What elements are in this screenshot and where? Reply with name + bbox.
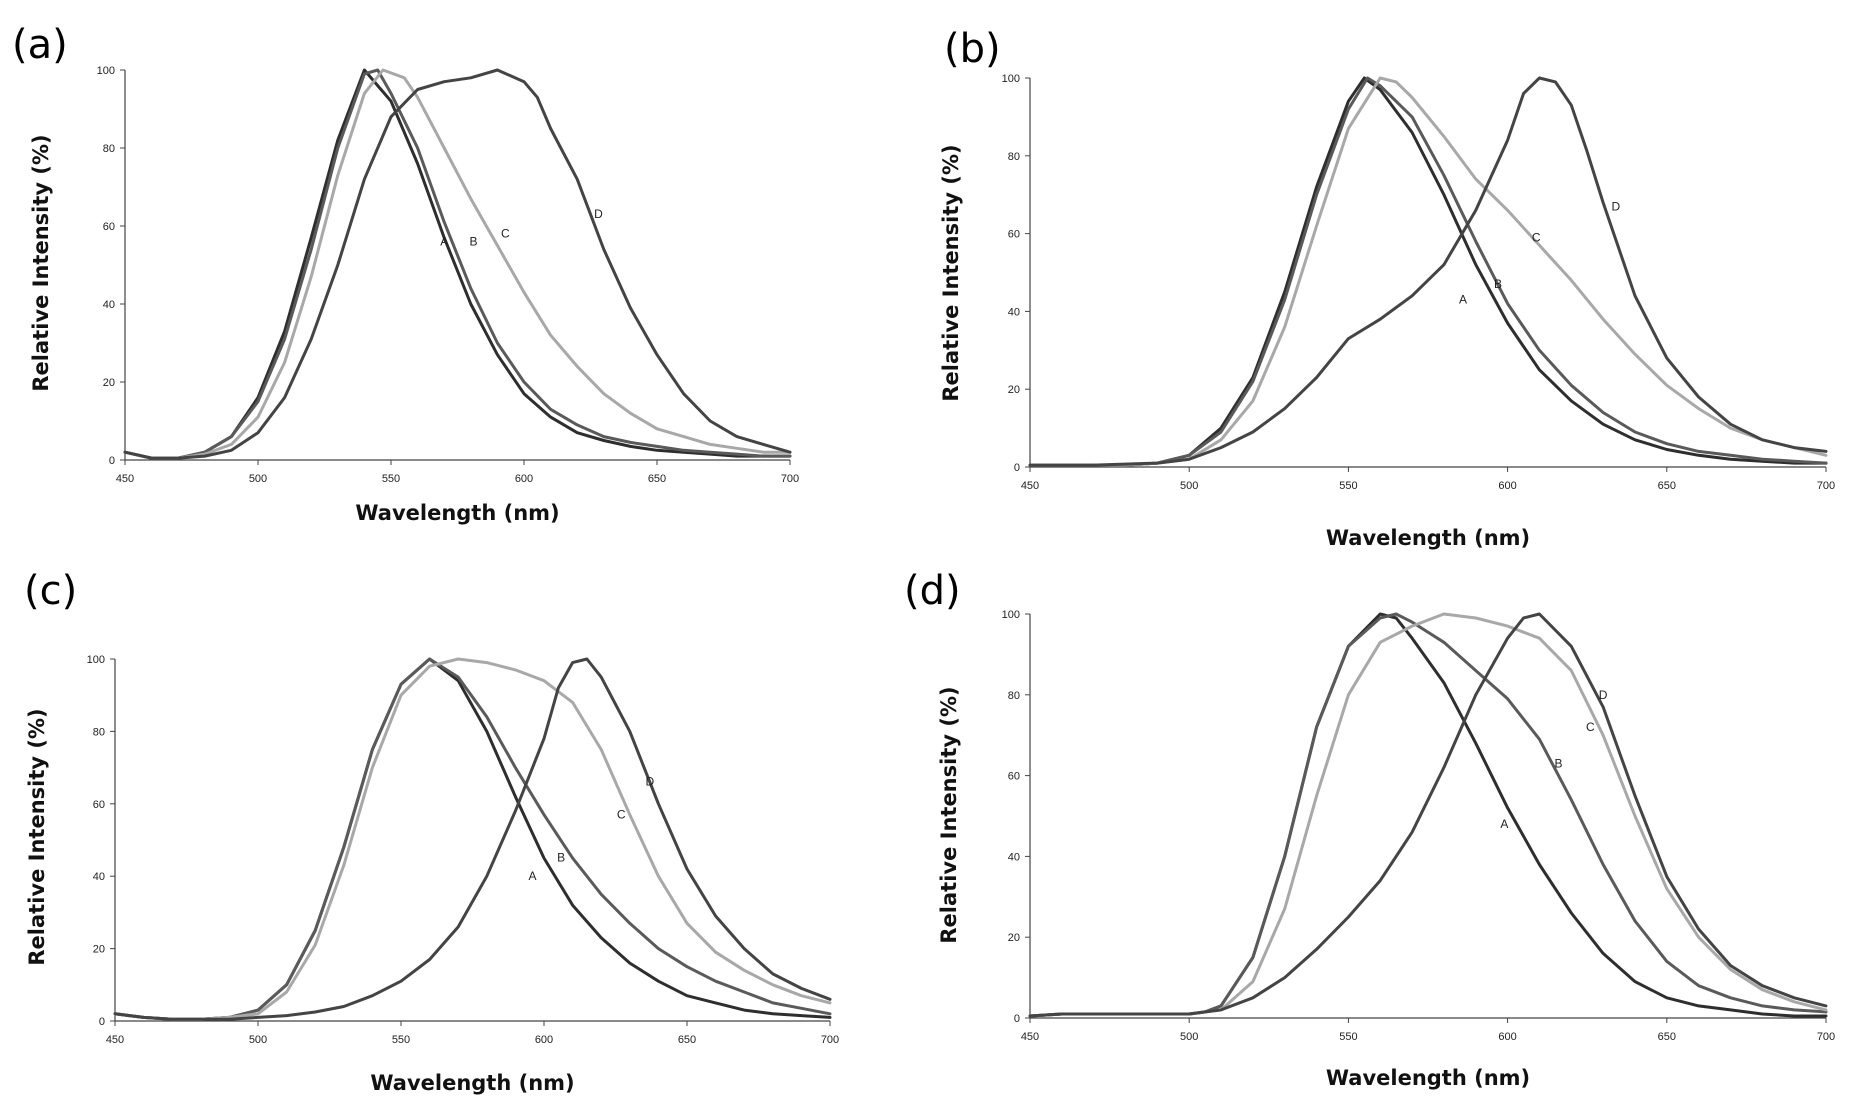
y-tick-label: 60 <box>1008 771 1020 783</box>
series-label-c: C <box>501 227 510 241</box>
y-tick-label: 40 <box>1008 851 1020 863</box>
y-tick-label: 80 <box>93 726 105 738</box>
series-line-d <box>1028 612 1828 1018</box>
x-tick-label: 700 <box>781 473 799 485</box>
series-line-a <box>1028 76 1828 467</box>
y-axis-title: Relative Intensity (%) <box>25 708 49 965</box>
series-line-c <box>1028 612 1828 1018</box>
series-line-b <box>113 657 832 1021</box>
chart-panel-1: (a) 450 500 550 600 650 700 0 20 40 60 80 100 Wavelen… <box>12 22 799 525</box>
y-tick-label: 0 <box>99 1016 105 1028</box>
series-label-d: D <box>645 775 654 789</box>
series-label-c: C <box>617 807 626 821</box>
series-label-b: B <box>1555 757 1563 771</box>
series-label-d: D <box>594 207 603 221</box>
series-label-a: A <box>440 235 448 249</box>
y-axis-title: Relative Intensity (%) <box>937 686 961 943</box>
series-line-b <box>1028 612 1828 1018</box>
y-tick-label: 0 <box>1014 1013 1020 1025</box>
y-tick-label: 20 <box>103 377 115 389</box>
x-axis-title: Wavelength (nm) <box>1326 1066 1530 1090</box>
series-line-c <box>123 68 792 460</box>
x-tick-label: 550 <box>392 1034 410 1046</box>
x-tick-label: 450 <box>106 1034 124 1046</box>
series-label-d: D <box>1599 688 1608 702</box>
series-label-c: C <box>1532 230 1541 244</box>
y-tick-label: 40 <box>93 871 105 883</box>
x-tick-label: 700 <box>1817 1031 1835 1043</box>
y-axis-title: Relative Intensity (%) <box>29 134 53 391</box>
x-axis-title: Wavelength (nm) <box>355 501 559 525</box>
x-tick-label: 600 <box>1498 1031 1516 1043</box>
series-label-c: C <box>1586 720 1595 734</box>
panel-label: (c) <box>24 568 77 614</box>
y-tick-label: 100 <box>97 65 115 77</box>
y-tick-label: 80 <box>1008 690 1020 702</box>
panel-label: (a) <box>12 22 68 68</box>
series-line-c <box>113 657 832 1021</box>
series-line-d <box>123 68 792 460</box>
x-tick-label: 450 <box>116 473 134 485</box>
x-tick-label: 600 <box>535 1034 553 1046</box>
x-tick-label: 500 <box>1180 1031 1198 1043</box>
y-axis-title: Relative Intensity (%) <box>939 144 963 401</box>
y-tick-label: 80 <box>1008 151 1020 163</box>
series-line-a <box>1028 612 1828 1018</box>
y-tick-label: 60 <box>93 799 105 811</box>
x-tick-label: 650 <box>678 1034 696 1046</box>
y-tick-label: 20 <box>1008 932 1020 944</box>
y-tick-label: 100 <box>87 654 105 666</box>
y-tick-label: 80 <box>103 143 115 155</box>
series-line-b <box>1028 76 1828 467</box>
series-label-d: D <box>1612 199 1621 213</box>
x-axis-title: Wavelength (nm) <box>1326 526 1530 550</box>
y-tick-label: 20 <box>1008 384 1020 396</box>
x-tick-label: 500 <box>249 1034 267 1046</box>
x-tick-label: 650 <box>648 473 666 485</box>
y-tick-label: 60 <box>103 221 115 233</box>
y-tick-label: 40 <box>1008 306 1020 318</box>
x-tick-label: 550 <box>1339 1031 1357 1043</box>
y-tick-label: 40 <box>103 299 115 311</box>
x-tick-label: 550 <box>1339 480 1357 492</box>
series-line-c <box>1028 76 1828 467</box>
series-line-b <box>123 68 792 460</box>
series-label-b: B <box>557 851 565 865</box>
x-axis-title: Wavelength (nm) <box>370 1071 574 1095</box>
y-tick-label: 0 <box>1014 462 1020 474</box>
series-label-a: A <box>1500 817 1508 831</box>
x-tick-label: 600 <box>515 473 533 485</box>
x-tick-label: 600 <box>1498 480 1516 492</box>
x-tick-label: 700 <box>821 1034 839 1046</box>
x-tick-label: 650 <box>1658 480 1676 492</box>
x-tick-label: 500 <box>249 473 267 485</box>
series-label-a: A <box>529 869 537 883</box>
series-label-b: B <box>469 235 477 249</box>
series-line-d <box>113 657 832 1021</box>
chart-panel-2: (b) 450 500 550 600 650 700 0 20 40 60 80 100 Wavelen… <box>939 26 1835 550</box>
series-line-a <box>113 657 832 1021</box>
x-tick-label: 650 <box>1658 1031 1676 1043</box>
x-tick-label: 500 <box>1180 480 1198 492</box>
y-tick-label: 100 <box>1002 609 1020 621</box>
series-line-d <box>1028 76 1828 467</box>
series-label-b: B <box>1494 277 1502 291</box>
chart-panel-3: (c) 450 500 550 600 650 700 0 20 40 60 80 100 Wavelen… <box>24 568 839 1095</box>
y-tick-label: 100 <box>1002 73 1020 85</box>
y-tick-label: 0 <box>109 455 115 467</box>
x-tick-label: 450 <box>1021 480 1039 492</box>
series-label-a: A <box>1459 293 1467 307</box>
panel-label: (b) <box>944 26 1001 72</box>
y-tick-label: 20 <box>93 944 105 956</box>
y-tick-label: 60 <box>1008 229 1020 241</box>
panel-label: (d) <box>904 568 961 614</box>
x-tick-label: 550 <box>382 473 400 485</box>
x-tick-label: 450 <box>1021 1031 1039 1043</box>
x-tick-label: 700 <box>1817 480 1835 492</box>
chart-panel-4: (d) 450 500 550 600 650 700 0 20 40 60 80 100 Wavelen… <box>904 568 1835 1090</box>
